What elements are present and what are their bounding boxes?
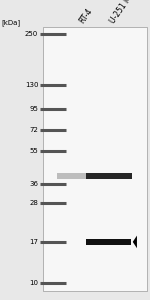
Bar — [57, 173, 86, 178]
Bar — [43, 27, 147, 291]
Text: 250: 250 — [25, 32, 38, 38]
Bar — [86, 238, 130, 245]
Text: U-251 MG: U-251 MG — [108, 0, 137, 26]
Text: 17: 17 — [29, 239, 38, 245]
Text: 130: 130 — [25, 82, 38, 88]
Text: 10: 10 — [29, 280, 38, 286]
Bar — [86, 173, 132, 179]
Text: RT-4: RT-4 — [78, 7, 95, 26]
Text: 28: 28 — [29, 200, 38, 206]
Polygon shape — [133, 236, 137, 248]
Text: 36: 36 — [29, 181, 38, 187]
Text: 55: 55 — [30, 148, 38, 154]
Text: 72: 72 — [29, 128, 38, 134]
Text: [kDa]: [kDa] — [2, 19, 21, 26]
Text: 95: 95 — [29, 106, 38, 112]
